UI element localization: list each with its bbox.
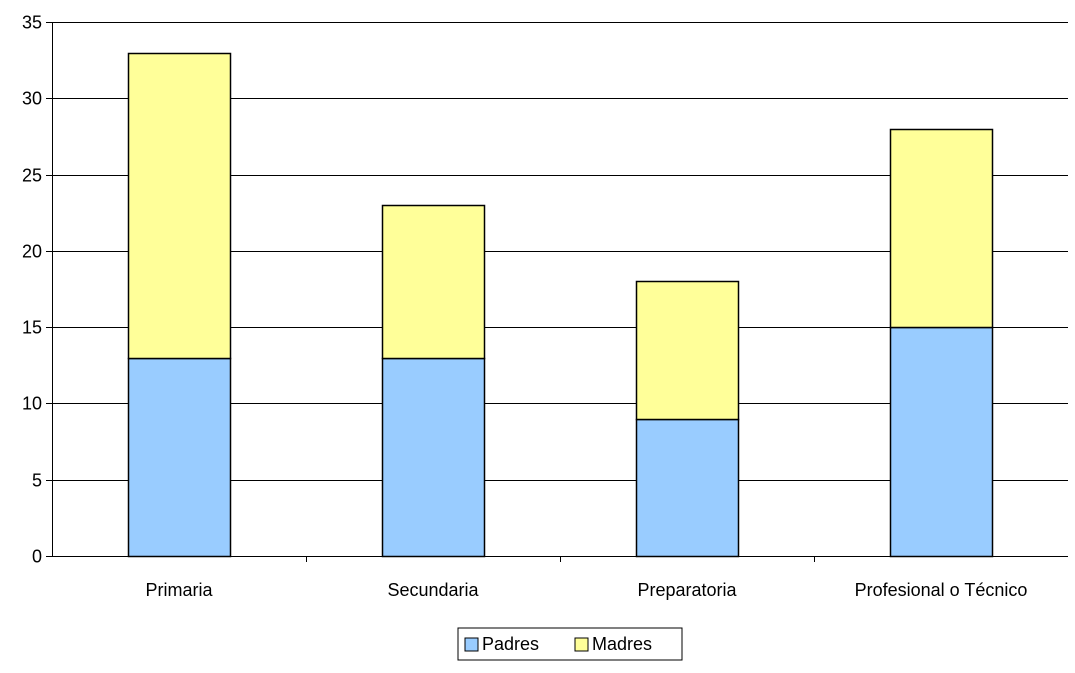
y-tick-label: 35 — [22, 13, 42, 33]
x-tick-label: Primaria — [145, 580, 213, 600]
bar-madres-1 — [127, 52, 232, 360]
legend-label-madres: Madres — [592, 634, 652, 654]
x-tick-label: Preparatoria — [637, 580, 737, 600]
y-tick-labels: 0 5 10 15 20 25 30 35 — [22, 13, 42, 567]
bar-madres-4 — [889, 128, 994, 329]
legend-swatch-madres — [574, 637, 589, 652]
bars — [127, 52, 994, 558]
y-tick-label: 25 — [22, 166, 42, 186]
legend-box — [457, 627, 683, 661]
legend-label-padres: Padres — [482, 634, 539, 654]
x-tick-labels: Primaria Secundaria Preparatoria Profesiona… — [145, 580, 1027, 600]
legend-swatch-padres — [464, 637, 479, 652]
y-tick-label: 20 — [22, 242, 42, 262]
bar-padres-4 — [889, 326, 994, 558]
bar-padres-3 — [635, 418, 740, 558]
y-tick-label: 30 — [22, 89, 42, 109]
y-tick-label: 10 — [22, 394, 42, 414]
bar-padres-2 — [381, 357, 486, 558]
y-tick-label: 5 — [32, 471, 42, 491]
bar-madres-2 — [381, 204, 486, 360]
axes — [46, 22, 1068, 562]
legend: Padres Madres — [457, 627, 683, 661]
x-tick-label: Profesional o Técnico — [855, 580, 1028, 600]
bar-padres-1 — [127, 357, 232, 558]
y-tick-label: 15 — [22, 318, 42, 338]
x-tick-label: Secundaria — [387, 580, 479, 600]
bar-madres-3 — [635, 280, 740, 421]
y-tick-label: 0 — [32, 547, 42, 567]
